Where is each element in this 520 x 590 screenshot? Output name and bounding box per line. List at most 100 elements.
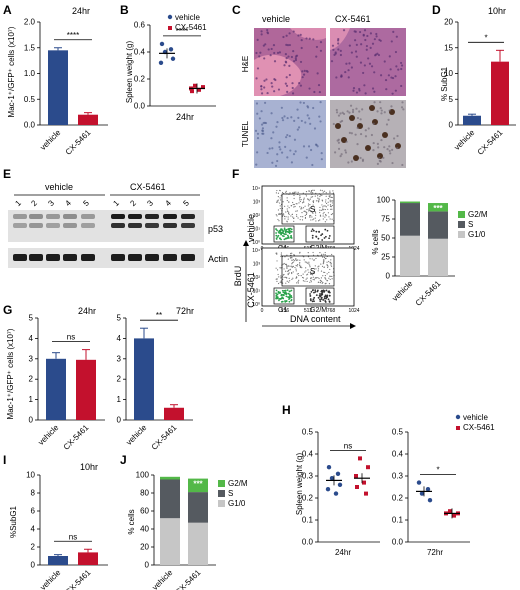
blot-band-actin — [46, 254, 60, 261]
flow-plot-vehicle-g2m-event — [328, 235, 331, 237]
flow-plot-cx-g1-event — [281, 296, 284, 299]
flow-plot-vehicle-event — [317, 197, 319, 199]
panel-h-left-point-cx — [362, 480, 366, 485]
micrograph-nucleus — [344, 149, 347, 152]
flow-plot-cx-g1-event — [284, 291, 287, 294]
flow-plot-vehicle-event — [278, 213, 280, 215]
panel-d-bar-vehicle — [463, 115, 481, 125]
flow-plot-vehicle-g1-event — [282, 230, 285, 233]
flow-plot-cx-event — [310, 279, 312, 281]
flow-plot-vehicle-event — [305, 213, 308, 216]
flow-plot-cx-g1-event — [285, 293, 288, 296]
micrograph-nucleus — [371, 87, 375, 90]
flow-plot-cx-x-tick: 768 — [327, 308, 336, 314]
tunel-positive-cell — [335, 123, 341, 129]
flow-plot-cx-event — [330, 259, 332, 261]
micrograph-nucleus — [300, 119, 303, 123]
flow-plot-cx-event — [303, 256, 305, 258]
micrograph-nucleus — [356, 116, 360, 120]
panel-e-band-p53: p53 — [208, 224, 223, 234]
flow-plot-cx-gate-label-s: S — [310, 267, 315, 276]
flow-plot-vehicle-event — [329, 201, 331, 203]
flow-plot-cx-event — [323, 260, 325, 262]
flow-plot-vehicle-event — [309, 216, 311, 218]
micrograph-nucleus — [332, 122, 335, 126]
flow-plot-cx-y-tick: 10¹ — [253, 289, 261, 295]
flow-plot-cx-event — [282, 278, 284, 280]
micrograph-nucleus — [256, 136, 260, 140]
micrograph-nucleus — [402, 108, 405, 111]
flow-plot-vehicle-g2m-event — [321, 239, 324, 241]
flow-plot-vehicle-event — [288, 213, 290, 215]
flow-plot-vehicle-event — [303, 201, 305, 203]
flow-plot-vehicle-event — [329, 196, 331, 198]
micrograph-nucleus — [391, 76, 395, 80]
panel-a-tick-label: 0.0 — [24, 121, 36, 130]
panel-b-tick-label: 0.0 — [134, 102, 146, 111]
micrograph-nucleus — [356, 126, 359, 129]
panel-h-left-tick-label: 0.0 — [302, 538, 314, 547]
micrograph-nucleus — [390, 40, 393, 43]
micrograph-nucleus — [335, 76, 338, 79]
panel-h-left-point-vehicle — [329, 476, 335, 481]
flow-plot-vehicle-event — [293, 203, 295, 206]
micrograph-nucleus — [378, 156, 381, 160]
flow-plot-cx-event — [306, 274, 308, 276]
flow-plot-vehicle-g2m-event — [311, 234, 314, 237]
blot-band-actin — [63, 254, 77, 261]
flow-plot-vehicle-g2m-event — [312, 229, 315, 232]
flow-plot-cx-event — [280, 254, 282, 256]
micrograph-nucleus — [380, 109, 383, 112]
panel-b-point-cx — [193, 83, 197, 88]
panel-h-right-point-cx — [452, 513, 456, 518]
flow-plot-vehicle-event — [288, 207, 290, 209]
panel-h-left-tick-label: 0.2 — [302, 494, 314, 503]
flow-plot-cx-g1-event — [284, 300, 286, 302]
flow-plot-vehicle-event — [329, 195, 331, 197]
micrograph-nucleus — [278, 145, 281, 149]
panel-g-right-tick-label: 3 — [117, 354, 122, 363]
flow-plot-vehicle-event — [277, 218, 279, 221]
micrograph-nucleus — [281, 119, 285, 122]
flow-plot-vehicle-g1-event — [275, 234, 278, 237]
flow-plot-cx-y-tick: 10² — [253, 275, 261, 281]
micrograph-nucleus — [362, 71, 365, 75]
flow-plot-vehicle-event — [321, 204, 323, 206]
flow-plot-vehicle-gate-g1 — [273, 225, 295, 243]
flow-plot-vehicle-event — [305, 211, 307, 213]
flow-plot-cx-frame — [261, 247, 355, 307]
panel-a-tick-label: 2.0 — [24, 18, 36, 27]
panel-g-left-bar-vehicle — [46, 358, 66, 420]
micrograph-nucleus — [337, 37, 340, 41]
micrograph-nucleus — [370, 65, 374, 68]
flow-plot-vehicle-event — [317, 220, 320, 222]
flow-plot-cx-g2m-event — [315, 294, 318, 296]
micrograph-nucleus — [317, 83, 321, 87]
flow-plot-vehicle-event — [322, 206, 324, 208]
flow-plot-vehicle-event — [284, 205, 286, 207]
micrograph-nucleus — [388, 145, 391, 148]
panel-f-segment-s — [428, 211, 448, 239]
panel-e-lane-label: 3 — [145, 198, 155, 208]
flow-plot-cx-g1-event — [286, 289, 289, 292]
flow-plot-vehicle-event — [290, 205, 292, 207]
flow-plot-vehicle-event — [296, 210, 298, 212]
flow-plot-cx-g1-event — [288, 290, 291, 293]
micrograph-nucleus — [314, 143, 318, 146]
micrograph-nucleus — [379, 39, 382, 42]
micrograph-nucleus — [350, 132, 353, 135]
flow-plot-cx-event — [284, 276, 287, 278]
flow-plot-vehicle-event — [310, 191, 312, 194]
panel-b-tick-label: 0.6 — [134, 21, 146, 30]
flow-plot-cx-event — [289, 268, 291, 270]
micrograph-nucleus — [330, 60, 334, 63]
flow-plot-cx-event — [328, 271, 330, 274]
panel-d-category-label: vehicle — [452, 128, 476, 152]
flow-plot-cx-event — [293, 254, 295, 256]
flow-plot-vehicle-g2m-event — [311, 228, 314, 231]
micrograph-nucleus — [315, 45, 319, 49]
micrograph-nucleus — [394, 50, 398, 54]
flow-plot-cx-g1-event — [280, 294, 283, 297]
panel-e-lane-label: 4 — [63, 198, 73, 208]
flow-plot-vehicle-event — [308, 208, 310, 210]
